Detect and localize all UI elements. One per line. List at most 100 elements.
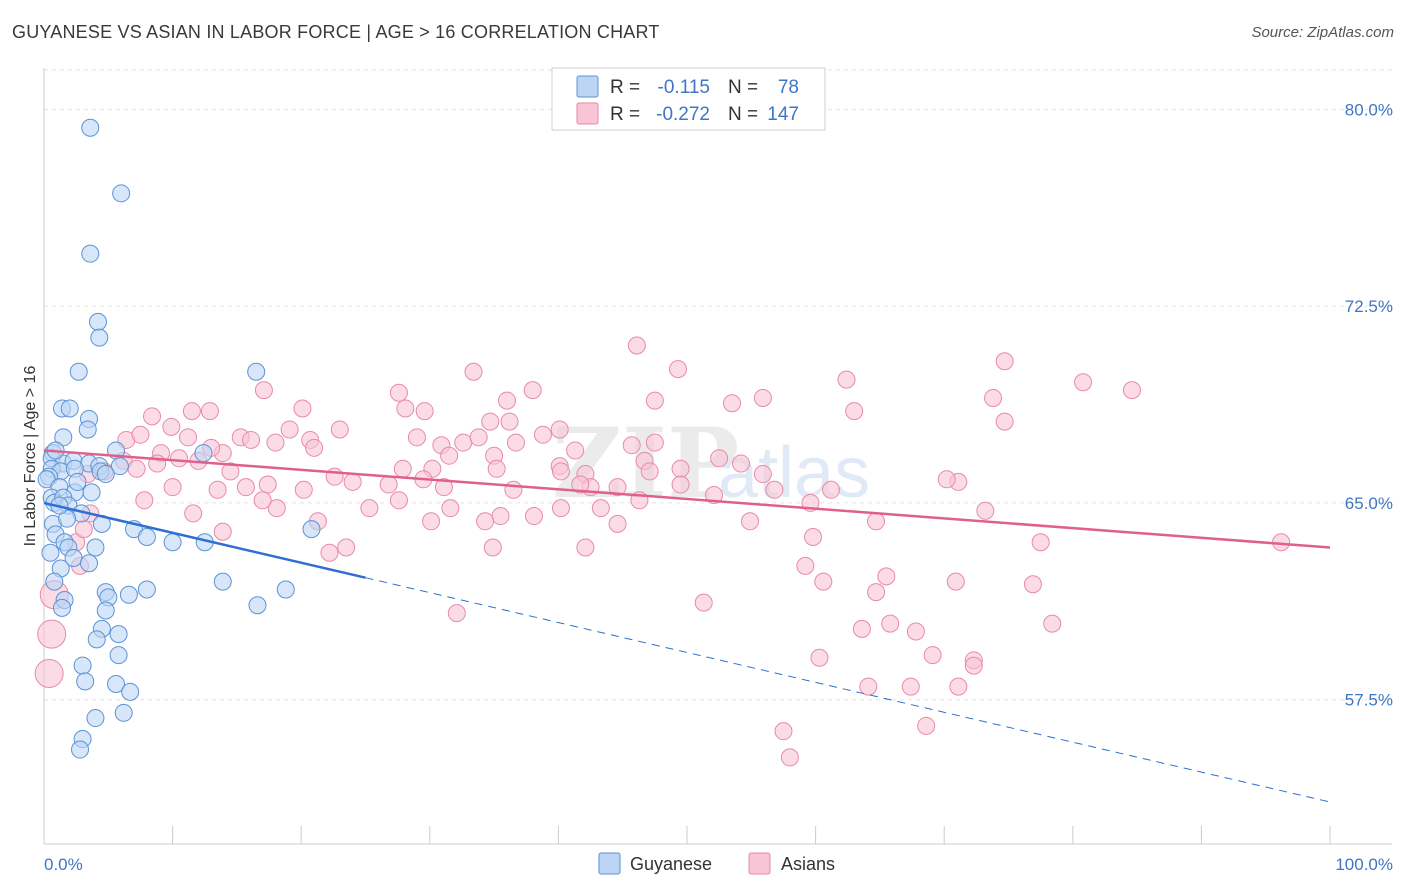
asian-point-71: [753, 465, 772, 484]
y-axis-label: In Labor Force | Age > 16: [22, 366, 39, 547]
asian-point-9: [396, 399, 415, 418]
guyanese-point-61: [87, 630, 106, 649]
guyanese-trendline-extension: [365, 577, 1331, 803]
legend-n-label-asians: N =: [728, 104, 758, 125]
asian-point-147: [447, 604, 466, 623]
asian-point-15: [723, 394, 742, 413]
guyanese-point-5: [69, 362, 88, 381]
guyanese-point-47: [80, 554, 99, 573]
asian-point-139: [917, 716, 936, 735]
asian-point-76: [551, 462, 570, 481]
asian-point-127: [881, 614, 900, 633]
series-legend: Guyanese Asians: [598, 852, 835, 875]
guyanese-point-66: [121, 682, 140, 701]
asian-point-142: [780, 748, 799, 767]
asian-point-89: [74, 520, 93, 539]
guyanese-point-45: [86, 538, 105, 557]
asian-point-78: [434, 478, 453, 497]
asian-point-1: [464, 362, 483, 381]
asian-point-134: [923, 646, 942, 665]
series-legend-label-asians: Asians: [781, 854, 835, 874]
asian-point-145: [37, 619, 67, 649]
asian-point-77: [504, 480, 523, 499]
asian-point-2: [668, 360, 687, 379]
watermark-atlas: atlas: [718, 433, 870, 513]
asian-point-81: [294, 480, 313, 499]
asian-point-140: [949, 677, 968, 696]
asian-point-128: [906, 622, 925, 641]
legend-swatch-guyanese: [576, 75, 599, 98]
asian-point-14: [645, 391, 664, 410]
asian-point-111: [705, 486, 724, 505]
guyanese-point-68: [86, 709, 105, 728]
asian-point-11: [415, 402, 434, 421]
asian-point-69: [710, 449, 729, 468]
y-tick-labels: 57.5% 65.0% 72.5% 80.0%: [1345, 100, 1393, 709]
y-tick-label-3: 80.0%: [1345, 100, 1393, 119]
asian-point-112: [741, 512, 760, 531]
asian-point-106: [337, 538, 356, 557]
guyanese-point-58: [96, 601, 115, 620]
asian-point-59: [440, 446, 459, 465]
guyanese-point-63: [73, 656, 92, 675]
asian-point-96: [476, 512, 495, 531]
guyanese-point-65: [107, 674, 126, 693]
guyanese-point-42: [163, 533, 182, 552]
asian-point-72: [671, 475, 690, 494]
asian-point-42: [266, 433, 285, 452]
asian-point-124: [877, 567, 896, 586]
asian-point-119: [804, 528, 823, 547]
asian-point-118: [937, 470, 956, 489]
asian-point-21: [182, 402, 201, 421]
asian-point-0: [627, 336, 646, 355]
guyanese-trendline: [43, 501, 366, 579]
gridlines: [44, 69, 1392, 701]
asian-point-108: [483, 538, 502, 557]
source-credit: Source: ZipAtlas.com: [1251, 24, 1394, 41]
asian-point-141: [774, 722, 793, 741]
series-legend-swatch-guyanese: [598, 852, 621, 875]
asian-point-99: [389, 491, 408, 510]
guyanese-point-64: [76, 672, 95, 691]
asian-point-66: [645, 433, 664, 452]
asian-points: [34, 336, 1291, 767]
asian-point-121: [796, 556, 815, 575]
asian-point-6: [984, 388, 1003, 407]
asian-point-36: [500, 412, 519, 431]
guyanese-point-41: [137, 528, 156, 547]
asian-point-67: [640, 462, 659, 481]
stats-legend: R = -0.115 N = 78 R = -0.272 N = 147: [551, 67, 826, 131]
asian-point-41: [242, 430, 261, 449]
asian-point-29: [280, 420, 299, 439]
legend-r-label-guyanese: R =: [610, 77, 640, 98]
asian-point-120: [765, 480, 784, 499]
legend-n-value-asians: 147: [767, 104, 799, 125]
asian-point-30: [330, 420, 349, 439]
asian-point-19: [254, 381, 273, 400]
asian-point-133: [810, 648, 829, 667]
asian-point-3: [995, 352, 1014, 371]
asian-point-97: [441, 499, 460, 518]
guyanese-point-6: [247, 362, 266, 381]
asian-point-129: [1023, 575, 1042, 594]
trendlines: [43, 449, 1331, 803]
asian-point-38: [566, 441, 585, 460]
legend-n-label-guyanese: N =: [728, 77, 758, 98]
asian-point-68: [671, 459, 690, 478]
asian-point-27: [179, 428, 198, 447]
asian-point-17: [837, 370, 856, 389]
guyanese-point-53: [276, 580, 295, 599]
asian-point-37: [506, 433, 525, 452]
asian-point-86: [135, 491, 154, 510]
asian-point-16: [753, 388, 772, 407]
guyanese-point-60: [109, 625, 128, 644]
asian-point-85: [163, 478, 182, 497]
legend-r-label-asians: R =: [610, 104, 640, 125]
guyanese-point-70: [71, 740, 90, 759]
chart-title: GUYANESE VS ASIAN IN LABOR FORCE | AGE >…: [12, 22, 660, 42]
asian-point-138: [901, 677, 920, 696]
asian-point-143: [694, 593, 713, 612]
asian-point-137: [859, 677, 878, 696]
series-legend-label-guyanese: Guyanese: [630, 854, 712, 874]
